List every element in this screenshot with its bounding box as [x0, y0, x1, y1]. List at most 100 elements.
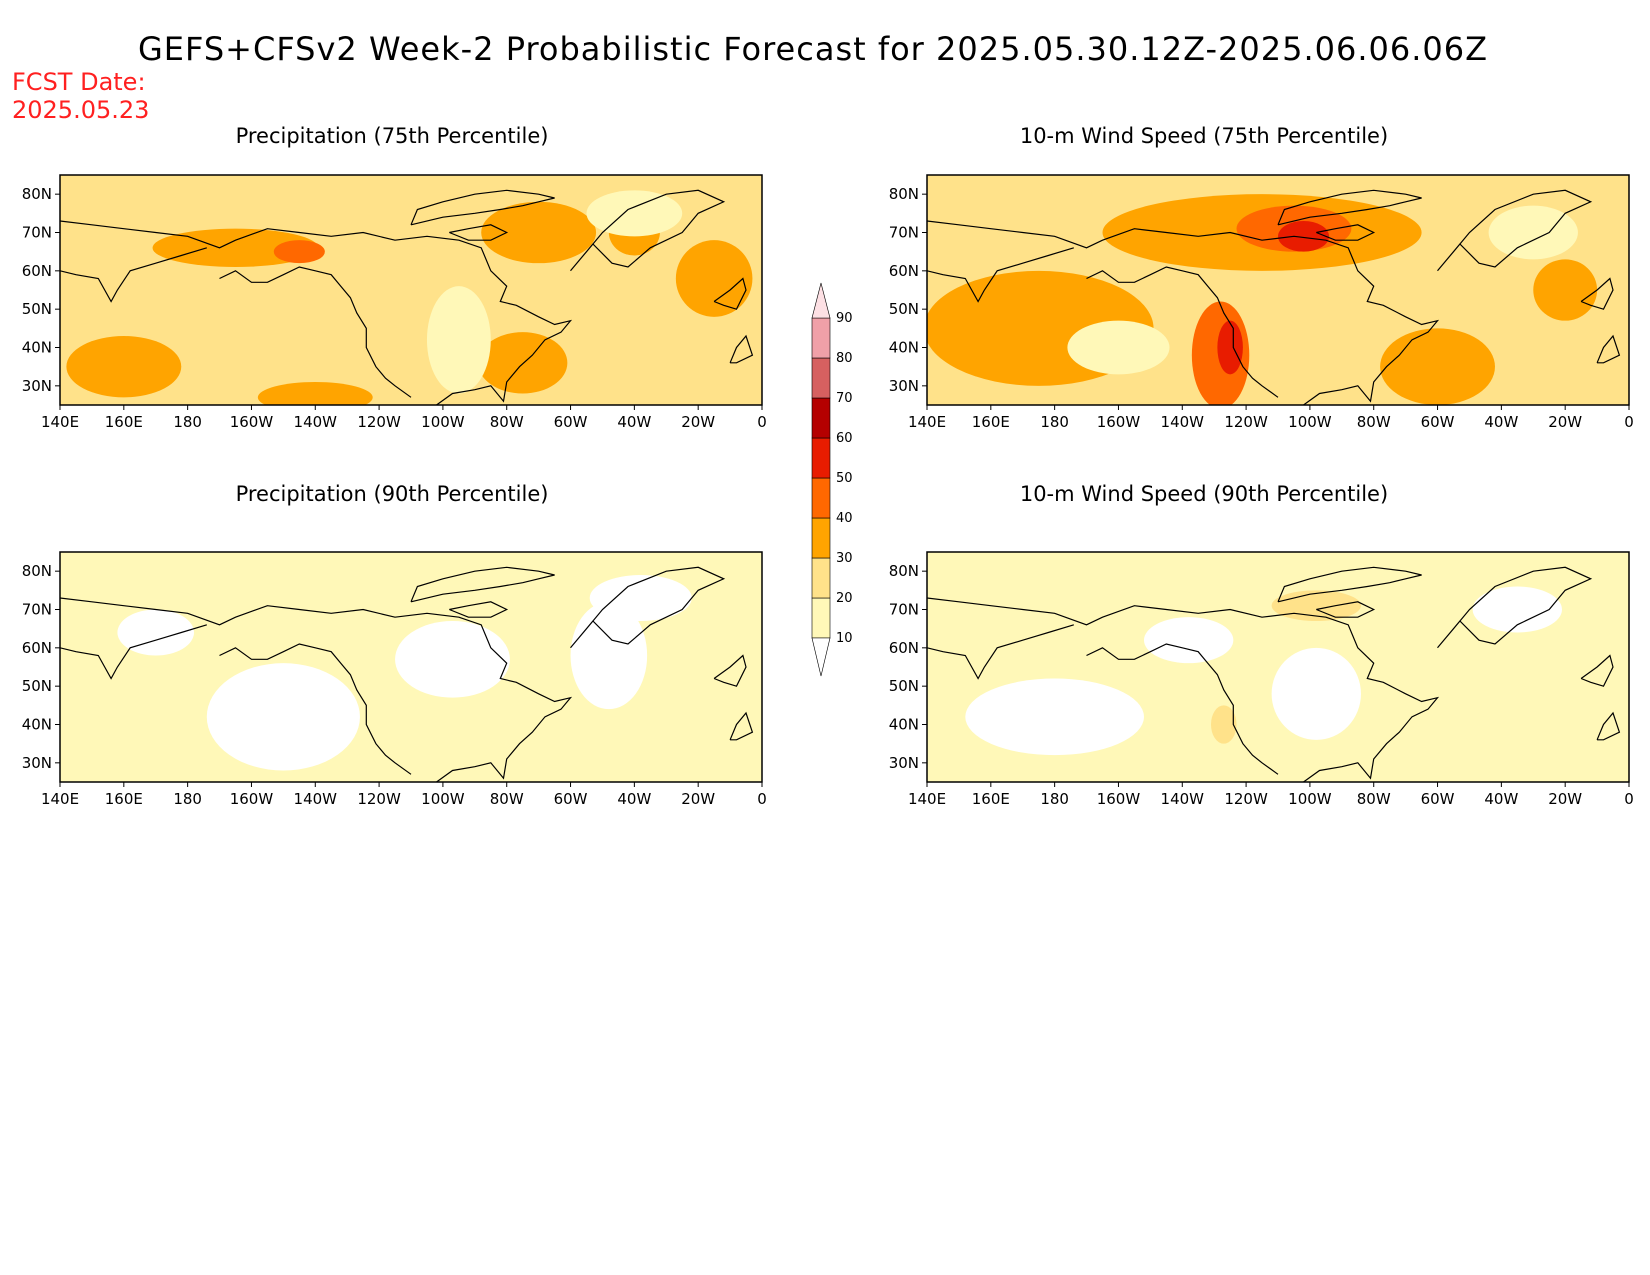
y-tick-label: 50N [889, 677, 919, 695]
map-frame [926, 551, 1630, 783]
panel-title-wind-75: 10-m Wind Speed (75th Percentile) [1019, 124, 1389, 148]
colorbar-label: 60 [836, 431, 853, 446]
coastline [219, 643, 412, 775]
x-tick-label: 180 [173, 790, 202, 808]
coastline [1086, 266, 1279, 398]
coastline [410, 566, 555, 603]
colorbar-label: 70 [836, 391, 853, 406]
y-tick-label: 70N [22, 601, 52, 619]
y-tick-label: 70N [889, 224, 919, 242]
x-tick-label: 120W [1224, 413, 1268, 431]
x-tick-label: 140E [908, 790, 946, 808]
x-tick-label: 160W [230, 790, 274, 808]
probability-contour [481, 201, 597, 264]
coastline [927, 597, 1440, 782]
x-tick-label: 40W [617, 790, 651, 808]
probability-contour [206, 663, 360, 771]
coastline [1316, 224, 1376, 241]
y-tick-label: 80N [22, 185, 52, 203]
colorbar-swatch [811, 597, 831, 639]
y-tick-label: 60N [22, 262, 52, 280]
probability-contour [1217, 320, 1243, 375]
x-tick-label: 100W [1288, 413, 1332, 431]
colorbar-label: 10 [836, 631, 853, 646]
probability-contour [1278, 221, 1330, 252]
coastline [1316, 601, 1376, 618]
y-tick-label: 60N [889, 262, 919, 280]
coastline [713, 654, 747, 687]
y-tick-label: 30N [22, 377, 52, 395]
colorbar-label: 20 [836, 591, 853, 606]
main-title: GEFS+CFSv2 Week-2 Probabilistic Forecast… [138, 30, 1489, 68]
probability-contour [257, 382, 373, 405]
y-tick-label: 40N [22, 716, 52, 734]
probability-contour [589, 575, 692, 621]
forecast-date-value: 2025.05.23 [12, 96, 150, 124]
x-tick-label: 120W [1224, 790, 1268, 808]
probability-contour [1533, 259, 1598, 321]
x-tick-label: 20W [1548, 413, 1582, 431]
coastline [60, 597, 573, 782]
coastline [410, 189, 555, 226]
coastline [449, 601, 509, 618]
x-tick-label: 100W [421, 413, 465, 431]
coastline [60, 624, 207, 680]
colorbar-swatch [811, 282, 831, 319]
x-tick-label: 180 [1040, 790, 1069, 808]
coastline [60, 247, 207, 303]
coastline [729, 334, 754, 364]
y-tick-label: 80N [889, 562, 919, 580]
coastline [1277, 566, 1422, 603]
colorbar-swatch [811, 317, 831, 359]
coastline [1596, 711, 1621, 741]
coastline [60, 220, 573, 405]
x-tick-label: 40W [617, 413, 651, 431]
x-tick-label: 60W [554, 790, 588, 808]
colorbar-label: 50 [836, 471, 853, 486]
colorbar-label: 80 [836, 351, 853, 366]
colorbar-swatch [811, 357, 831, 399]
x-tick-label: 160E [972, 413, 1010, 431]
coastline [927, 247, 1074, 303]
probability-contour [1488, 205, 1578, 260]
y-tick-label: 50N [889, 300, 919, 318]
x-tick-label: 160E [105, 790, 143, 808]
coastline [1086, 643, 1279, 775]
x-tick-label: 0 [1624, 790, 1634, 808]
x-tick-label: 20W [681, 790, 715, 808]
x-tick-label: 0 [757, 790, 767, 808]
probability-contour [66, 336, 182, 398]
forecast-date-label: FCST Date: [12, 68, 146, 96]
map-frame [59, 551, 763, 783]
x-tick-label: 100W [421, 790, 465, 808]
x-tick-label: 60W [1421, 413, 1455, 431]
probability-contour [1143, 617, 1234, 664]
x-tick-label: 0 [757, 413, 767, 431]
coastline [729, 711, 754, 741]
colorbar-low-end [811, 637, 831, 677]
probability-contour [478, 332, 568, 394]
forecast-date: FCST Date: 2025.05.23 [12, 68, 149, 124]
probability-contour [395, 621, 510, 698]
x-tick-label: 160W [230, 413, 274, 431]
coastline [927, 220, 1440, 405]
x-tick-label: 140W [294, 790, 338, 808]
x-tick-label: 40W [1484, 790, 1518, 808]
map-panel-wind-75: 140E 160E 180 160W 140W 120W 100W 80W 60W 40W 20W 0… [889, 174, 1634, 431]
coastline [1437, 566, 1593, 649]
x-tick-label: 80W [490, 790, 524, 808]
x-tick-label: 140W [1161, 413, 1205, 431]
probability-contour [1380, 328, 1495, 405]
y-tick-label: 40N [889, 716, 919, 734]
probability-contour [117, 609, 195, 656]
x-tick-label: 80W [1357, 413, 1391, 431]
x-tick-label: 40W [1484, 413, 1518, 431]
colorbar-swatch [811, 477, 831, 519]
coastline [570, 189, 726, 272]
coastline [1277, 189, 1422, 226]
coastline [449, 224, 509, 241]
colorbar-swatch [811, 397, 831, 439]
coastline [1580, 654, 1614, 687]
x-tick-label: 140E [41, 413, 79, 431]
